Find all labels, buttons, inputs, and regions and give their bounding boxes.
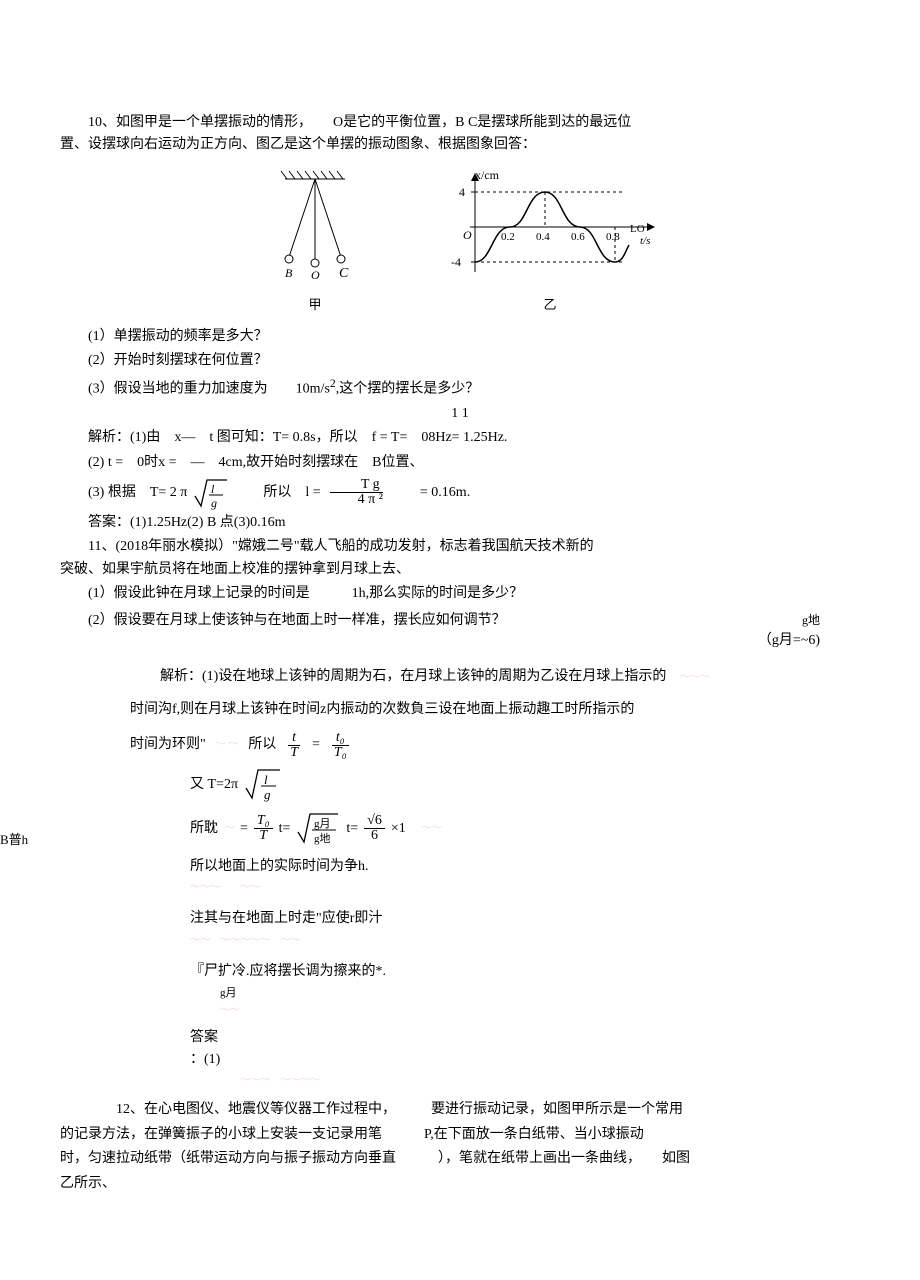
- m2-f3-top: √6: [364, 814, 385, 829]
- q10-s3: (3) 根据 T= 2 π l g 所以 l = T g 4 π ² = 0.1…: [60, 476, 860, 510]
- q11-s2: 时间沟f,则在月球上该钟在时间z内振动的次数負三设在地面上振动趣工时所指示的: [130, 699, 860, 721]
- svg-text:-4: -4: [451, 255, 461, 269]
- svg-text:0.6: 0.6: [571, 231, 585, 243]
- sqrt-icon-2: l g: [244, 766, 284, 804]
- q10-s3-frac2: T g 4 π ²: [327, 478, 386, 507]
- noise-mark3: 〜: [224, 821, 234, 837]
- q11-m5-sub: g月: [220, 985, 860, 1003]
- svg-text:g: g: [264, 787, 271, 802]
- q11-m2-lead: 所耽: [190, 818, 218, 840]
- q10-p1: (1）单摆振动的频率是多大？: [60, 326, 860, 348]
- q12-l4: 乙所示、: [60, 1173, 860, 1195]
- q10-lead: 10、如图甲是一个单摆振动的情形， O是它的平衡位置，B C是摆球所能到达的最远…: [60, 112, 860, 157]
- q11-s1: 解析：(1)设在地球上该钟的周期为石，在月球上该钟的周期为乙设在月球上指示的 〜…: [160, 666, 860, 688]
- eq1: =: [240, 818, 248, 840]
- m2-mid1: t=: [279, 818, 291, 840]
- fig1-caption: 甲: [255, 295, 375, 316]
- q11-p2-right-main: （g月=~6): [758, 630, 820, 652]
- m2-f1-top: T₀: [254, 814, 273, 829]
- q11-p2-left: (2）假设要在月球上使该钟与在地面上时一样准，摆长应如何调节？: [60, 610, 506, 632]
- q10-p3: (3）假设当地的重力加速度为 10m/s2,这个摆的摆长是多少？: [60, 375, 860, 401]
- svg-text:LO: LO: [630, 223, 645, 235]
- frac2-bot: 4 π ²: [327, 493, 386, 507]
- m2-f1: T₀ T: [254, 814, 273, 843]
- q12-l1: 12、在心电图仪、地震仪等仪器工作过程中， 要进行振动记录，如图甲所示是一个常用: [60, 1099, 860, 1121]
- q11-m4: 注其与在地面上时走"应使r即汁: [190, 908, 860, 930]
- q11-lead: 11、(2018年丽水模拟）"嫦娥二号"载人飞船的成功发射，标志着我国航天技术新…: [60, 536, 860, 581]
- noise-mark: 〜〜〜: [670, 672, 710, 683]
- svg-text:g: g: [211, 496, 217, 510]
- q10-p4: 1 1: [60, 403, 860, 425]
- q11-s3-f2: t₀ T₀: [330, 731, 351, 760]
- q12-l3: 时，匀速拉动纸带（纸带运动方向与振子振动方向垂直 ），笔就在纸带上画出一条曲线，…: [60, 1148, 860, 1170]
- noise-line1: 〜〜〜 〜〜: [190, 880, 860, 896]
- q11-s3-math: 所以: [248, 734, 276, 756]
- svg-text:g地: g地: [314, 832, 331, 845]
- f1-top: t: [288, 731, 300, 746]
- svg-text:B: B: [285, 266, 293, 280]
- svg-text:O: O: [311, 268, 320, 282]
- page-body: 10、如图甲是一个单摆振动的情形， O是它的平衡位置，B C是摆球所能到达的最远…: [0, 0, 920, 1237]
- q10-s1: 解析：(1)由 x— t 图可知：T= 0.8s，所以 f = T= 08Hz=…: [60, 427, 860, 449]
- q10-figures: B O C 甲 x/cm 4 -4 O: [60, 167, 860, 316]
- noise-line3: 〜〜: [220, 1003, 860, 1019]
- q10-p3b: ,这个摆的摆长是多少？: [336, 381, 480, 396]
- margin-note: B普h: [0, 830, 28, 851]
- m2-f3-bot: 6: [368, 829, 381, 843]
- q10-p2: (2）开始时刻摆球在何位置？: [60, 350, 860, 372]
- svg-text:g月: g月: [314, 818, 331, 830]
- q11-p2-row: (2）假设要在月球上使该钟与在地面上时一样准，摆长应如何调节？ g地 （g月=~…: [60, 608, 860, 653]
- fig-pendulum: B O C 甲: [255, 167, 375, 316]
- q10-s3-mid: 所以 l =: [235, 482, 320, 504]
- svg-text:O: O: [463, 228, 472, 242]
- svg-text:0.4: 0.4: [536, 231, 550, 243]
- q10-s3-lead: (3) 根据 T= 2 π: [60, 482, 187, 504]
- m2-tail: ×1: [391, 818, 406, 840]
- f1-bot: T: [286, 746, 302, 760]
- noise-mark4: 〜〜: [412, 821, 442, 837]
- frac2-top: T g: [330, 478, 383, 493]
- svg-text:4: 4: [459, 185, 465, 199]
- svg-text:0.8: 0.8: [606, 231, 620, 243]
- q11-p1: (1）假设此钟在月球上记录的时间是 1h,那么实际的时间是多少？: [60, 583, 860, 605]
- svg-text:0.2: 0.2: [501, 231, 515, 243]
- q11-ans: 答案 ：(1): [190, 1027, 860, 1072]
- q10-s2: (2) t = 0时x = ― 4cm,故开始时刻摆球在 B位置、: [60, 452, 860, 474]
- q11-s3: 时间为环则" 〜 〜 所以 t T = t₀ T₀: [130, 731, 860, 760]
- q10-ans: 答案：(1)1.25Hz(2) B 点(3)0.16m: [60, 512, 860, 534]
- q11-p2-right-top: g地: [758, 611, 820, 630]
- q11-s3-eq: =: [312, 734, 320, 756]
- f2-top: t₀: [332, 731, 349, 746]
- svg-text:t/s: t/s: [640, 235, 650, 247]
- q11-m2: 所耽 〜 = T₀ T t= g月 g地 t= √6 6 ×1 〜〜: [190, 810, 860, 848]
- noise-line2: 〜〜 〜〜〜〜〜 〜〜: [190, 933, 860, 949]
- q10-p3a: (3）假设当地的重力加速度为 10m/s: [88, 381, 330, 396]
- q11-m1: 又 T=2π l g: [190, 766, 860, 804]
- q11-s3-f1: t T: [286, 731, 302, 760]
- noise-mark2: 〜 〜: [216, 737, 239, 753]
- graph-svg: x/cm 4 -4 O 0.2 0.4 0.6 0.8 LO t/s: [435, 167, 665, 287]
- svg-text:C: C: [339, 266, 349, 281]
- q11-m3: 所以地面上的实际时间为争h.: [190, 856, 860, 878]
- svg-text:l: l: [264, 772, 268, 787]
- m2-mid2: t=: [346, 818, 358, 840]
- q12-l2: 的记录方法，在弹簧振子的小球上安装一支记录用笔 P,在下面放一条白纸带、当小球振…: [60, 1124, 860, 1146]
- q11-s3-lead: 时间为环则": [130, 734, 206, 756]
- sqrt-lg-icon: l g: [193, 476, 229, 510]
- ylabel-text: x/cm: [475, 168, 500, 182]
- sqrt-icon-3: g月 g地: [296, 810, 340, 848]
- f2-bot: T₀: [330, 746, 351, 760]
- pendulum-svg: B O C: [255, 167, 375, 287]
- q10-s3-tail: = 0.16m.: [392, 482, 470, 504]
- m2-f1-bot: T: [256, 829, 270, 843]
- q11-m5: 『尸扩冷.应将摆长调为擦来的*.: [190, 961, 860, 983]
- q11-m1-lead: 又 T=2π: [190, 774, 238, 796]
- fig-graph: x/cm 4 -4 O 0.2 0.4 0.6 0.8 LO t/s: [435, 167, 665, 316]
- fig2-caption: 乙: [435, 295, 665, 316]
- q11-p2-right: g地 （g月=~6): [758, 611, 860, 653]
- q11-s1-text: 解析：(1)设在地球上该钟的周期为石，在月球上该钟的周期为乙设在月球上指示的: [160, 669, 666, 684]
- m2-f3: √6 6: [364, 814, 385, 843]
- svg-text:l: l: [211, 482, 215, 496]
- noise-line4: 〜〜〜 〜〜〜〜: [240, 1073, 860, 1089]
